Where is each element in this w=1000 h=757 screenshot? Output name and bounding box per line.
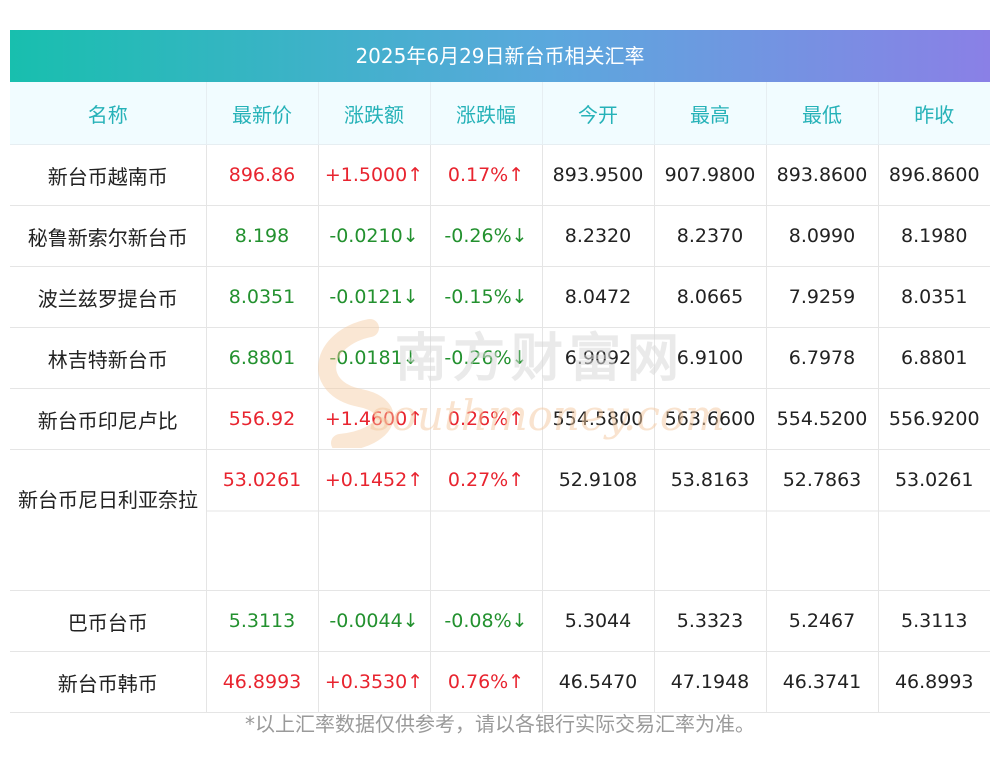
cell-change-pct: -0.15%↓ [429, 266, 542, 328]
cell-low: 554.5200 [765, 388, 878, 450]
cell-change: -0.0210↓ [317, 205, 430, 267]
cell-low: 6.7978 [765, 327, 878, 389]
table-row: 林吉特新台币 6.8801 -0.0181↓ -0.26%↓ 6.9092 6.… [10, 327, 990, 389]
cell-change-pct: 0.76%↑ [429, 651, 542, 713]
header-price: 最新价 [205, 82, 318, 145]
cell-open: 893.9500 [541, 144, 654, 206]
cell-change: -0.0181↓ [317, 327, 430, 389]
cell-prev-close: 556.9200 [877, 388, 990, 450]
cell-price: 53.0261 [205, 449, 318, 591]
cell-name: 新台币越南币 [10, 144, 206, 206]
cell-change: -0.0044↓ [317, 590, 430, 652]
cell-low: 46.3741 [765, 651, 878, 713]
cell-price: 556.92 [205, 388, 318, 450]
table-row: 新台币韩币 46.8993 +0.3530↑ 0.76%↑ 46.5470 47… [10, 651, 990, 713]
table-row: 巴币台币 5.3113 -0.0044↓ -0.08%↓ 5.3044 5.33… [10, 590, 990, 652]
cell-name: 新台币尼日利亚奈拉 [10, 449, 206, 591]
cell-high: 8.0665 [653, 266, 766, 328]
table-row: 秘鲁新索尔新台币 8.198 -0.0210↓ -0.26%↓ 8.2320 8… [10, 205, 990, 267]
cell-open: 8.0472 [541, 266, 654, 328]
cell-change-pct: -0.26%↓ [429, 327, 542, 389]
cell-change: +0.1452↑ [317, 449, 430, 591]
header-high: 最高 [653, 82, 766, 145]
cell-change-pct: 0.26%↑ [429, 388, 542, 450]
cell-change: -0.0121↓ [317, 266, 430, 328]
header-low: 最低 [765, 82, 878, 145]
table-title-banner: 2025年6月29日新台币相关汇率 [10, 30, 990, 82]
cell-open: 46.5470 [541, 651, 654, 713]
cell-change-pct: -0.08%↓ [429, 590, 542, 652]
cell-prev-close: 5.3113 [877, 590, 990, 652]
cell-low: 8.0990 [765, 205, 878, 267]
cell-open: 5.3044 [541, 590, 654, 652]
cell-high: 8.2370 [653, 205, 766, 267]
table-row: 新台币尼日利亚奈拉 53.0261 +0.1452↑ 0.27%↑ 52.910… [10, 449, 990, 591]
cell-prev-close: 896.8600 [877, 144, 990, 206]
cell-low: 7.9259 [765, 266, 878, 328]
exchange-rate-table: 名称 最新价 涨跌额 涨跌幅 今开 最高 最低 昨收 新台币越南币 896.86… [10, 82, 990, 713]
cell-low: 5.2467 [765, 590, 878, 652]
cell-high: 907.9800 [653, 144, 766, 206]
cell-open: 554.5800 [541, 388, 654, 450]
cell-price: 8.0351 [205, 266, 318, 328]
cell-change: +1.5000↑ [317, 144, 430, 206]
cell-high: 563.6600 [653, 388, 766, 450]
table-row: 新台币印尼卢比 556.92 +1.4600↑ 0.26%↑ 554.5800 … [10, 388, 990, 450]
cell-open: 8.2320 [541, 205, 654, 267]
table-row: 新台币越南币 896.86 +1.5000↑ 0.17%↑ 893.9500 9… [10, 144, 990, 206]
cell-name-text: 新台币尼日利亚奈拉 [18, 488, 198, 512]
cell-price: 896.86 [205, 144, 318, 206]
cell-name: 波兰兹罗提台币 [10, 266, 206, 328]
cell-name: 新台币韩币 [10, 651, 206, 713]
cell-prev-close: 46.8993 [877, 651, 990, 713]
cell-low: 893.8600 [765, 144, 878, 206]
cell-high: 53.8163 [653, 449, 766, 591]
cell-prev-close: 8.1980 [877, 205, 990, 267]
header-change-pct: 涨跌幅 [429, 82, 542, 145]
header-prev-close: 昨收 [877, 82, 990, 145]
cell-price: 46.8993 [205, 651, 318, 713]
table-row: 波兰兹罗提台币 8.0351 -0.0121↓ -0.15%↓ 8.0472 8… [10, 266, 990, 328]
cell-low: 52.7863 [765, 449, 878, 591]
cell-name: 新台币印尼卢比 [10, 388, 206, 450]
cell-price: 5.3113 [205, 590, 318, 652]
header-open: 今开 [541, 82, 654, 145]
cell-prev-close: 8.0351 [877, 266, 990, 328]
cell-open: 6.9092 [541, 327, 654, 389]
cell-change-pct: 0.17%↑ [429, 144, 542, 206]
cell-high: 47.1948 [653, 651, 766, 713]
cell-change-pct: -0.26%↓ [429, 205, 542, 267]
cell-high: 5.3323 [653, 590, 766, 652]
cell-price: 8.198 [205, 205, 318, 267]
cell-change-pct: 0.27%↑ [429, 449, 542, 591]
header-name: 名称 [10, 82, 206, 145]
cell-change: +0.3530↑ [317, 651, 430, 713]
cell-name: 林吉特新台币 [10, 327, 206, 389]
cell-price: 6.8801 [205, 327, 318, 389]
disclaimer-footer: *以上汇率数据仅供参考，请以各银行实际交易汇率为准。 [245, 712, 755, 736]
cell-high: 6.9100 [653, 327, 766, 389]
cell-name: 巴币台币 [10, 590, 206, 652]
cell-prev-close: 6.8801 [877, 327, 990, 389]
cell-open: 52.9108 [541, 449, 654, 591]
cell-prev-close: 53.0261 [877, 449, 990, 591]
table-header-row: 名称 最新价 涨跌额 涨跌幅 今开 最高 最低 昨收 [10, 82, 990, 145]
header-change: 涨跌额 [317, 82, 430, 145]
cell-name: 秘鲁新索尔新台币 [10, 205, 206, 267]
cell-change: +1.4600↑ [317, 388, 430, 450]
